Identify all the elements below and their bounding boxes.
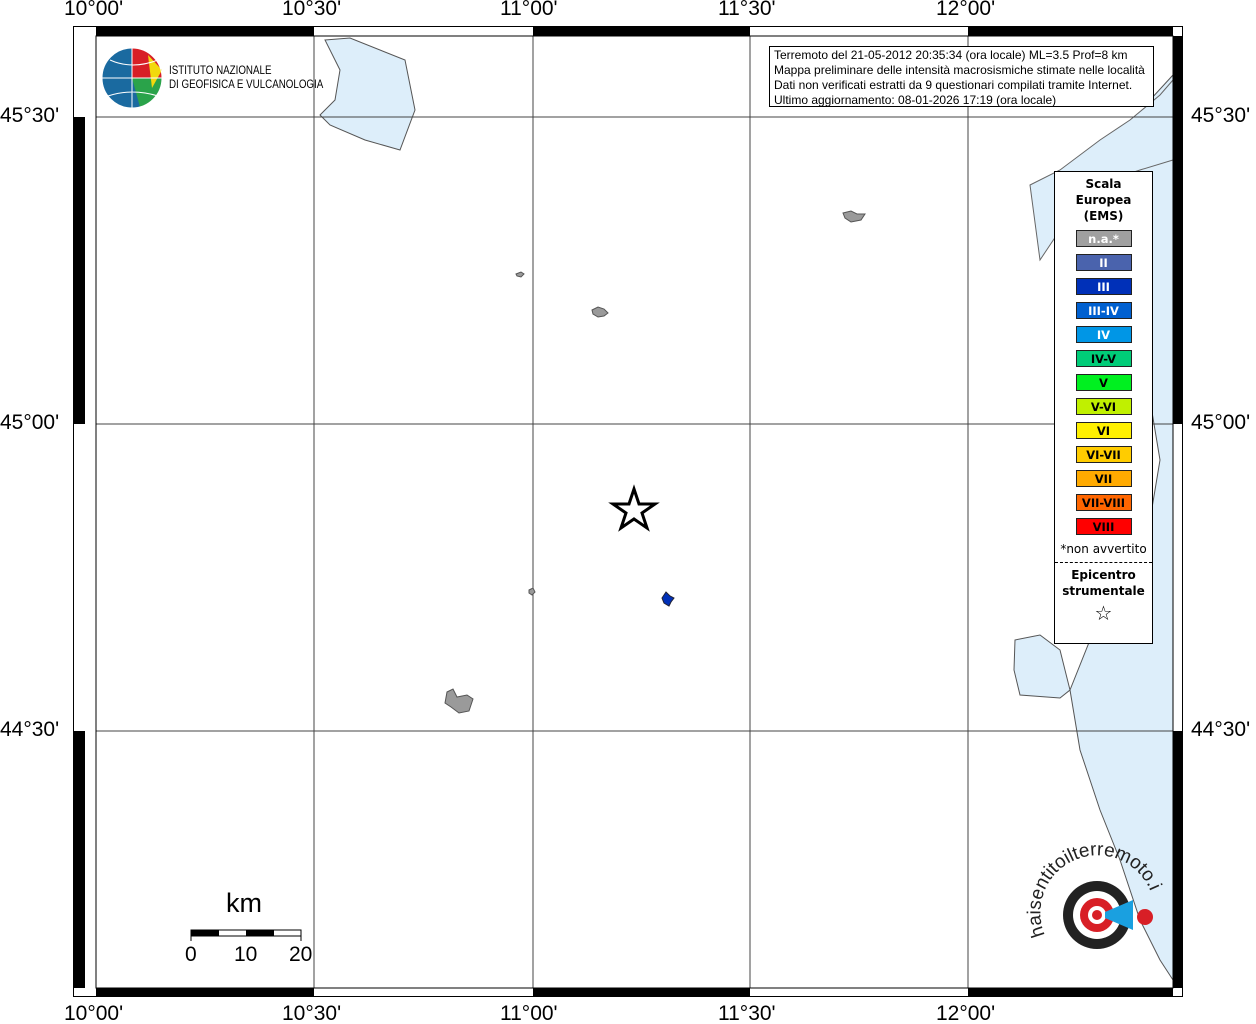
ingv-logo-icon (101, 47, 163, 109)
info-line: Dati non verificati estratti da 9 questi… (774, 78, 1133, 92)
legend-item: VII (1075, 470, 1132, 487)
legend: Scala Europea (EMS) n.a.* II III III-IV IV IV… (1054, 171, 1153, 644)
lat-label: 44°30' (1191, 718, 1251, 741)
legend-item: V (1075, 374, 1132, 391)
scale-tick: 20 (289, 943, 313, 966)
legend-item: IV-V (1075, 350, 1132, 367)
locality-na (515, 271, 525, 278)
lon-label: 10°00' (64, 1002, 124, 1024)
lon-label: 10°00' (64, 0, 124, 20)
lagoon-comacchio (1013, 634, 1071, 699)
legend-epicenter-label: Epicentro strumentale (1055, 567, 1152, 599)
legend-item: IV (1075, 326, 1132, 343)
locality-na (591, 306, 609, 318)
scale-tick: 10 (234, 943, 258, 966)
lat-label: 45°30' (1191, 104, 1251, 127)
locality-intensity-iii (661, 591, 675, 607)
legend-divider (1055, 562, 1152, 563)
logo-line: DI GEOFISICA E VULCANOLOGIA (169, 79, 324, 91)
lon-label: 10°30' (282, 0, 342, 20)
lat-label: 45°00' (0, 411, 60, 434)
legend-epi-line: Epicentro (1071, 568, 1136, 582)
lon-label: 11°00' (500, 1002, 558, 1024)
lon-label: 12°00' (936, 1002, 996, 1024)
legend-epi-line: strumentale (1062, 584, 1145, 598)
info-line: Mappa preliminare delle intensità macros… (774, 63, 1145, 77)
lake-garda (319, 37, 416, 151)
graticule (96, 36, 1173, 988)
lon-label: 11°30' (718, 1002, 776, 1024)
lat-label: 45°00' (1191, 411, 1251, 434)
haisentito-logo-icon: haisentitoilterremoto.it (0, 0, 1165, 949)
epicenter-star-icon (608, 484, 660, 532)
legend-item: V-VI (1075, 398, 1132, 415)
legend-note: *non avvertito (1060, 542, 1147, 556)
lat-label: 45°30' (0, 104, 60, 127)
legend-item: n.a.* (1075, 230, 1132, 247)
legend-item: VII-VIII (1075, 494, 1132, 511)
legend-title-line: Scala (1085, 177, 1122, 191)
legend-star-icon: ☆ (1094, 601, 1113, 625)
info-line: Terremoto del 21-05-2012 20:35:34 (ora l… (774, 48, 1128, 62)
lon-label: 12°00' (936, 0, 996, 20)
locality-na (842, 210, 866, 223)
locality-na (528, 587, 536, 596)
legend-title: Scala Europea (EMS) (1055, 176, 1152, 224)
scale-bar (190, 929, 302, 941)
legend-item: VIII (1075, 518, 1132, 535)
info-line: Ultimo aggiornamento: 08-01-2026 17:19 (… (774, 93, 1057, 107)
lon-label: 11°30' (718, 0, 776, 20)
lon-label: 10°30' (282, 1002, 342, 1024)
legend-item: II (1075, 254, 1132, 271)
legend-title-line: Europea (1075, 193, 1132, 207)
frame-bars (74, 27, 1182, 997)
legend-title-line: (EMS) (1083, 209, 1124, 223)
ingv-logo-text: ISTITUTO NAZIONALE DI GEOFISICA E VULCAN… (169, 64, 323, 92)
locality-na (444, 688, 474, 714)
scale-unit: km (226, 888, 262, 918)
svg-text:haisentitoilterremoto.it: haisentitoilterremoto.it (0, 0, 1165, 940)
legend-item: III (1075, 278, 1132, 295)
lat-label: 44°30' (0, 718, 60, 741)
scale-tick: 0 (185, 943, 197, 966)
legend-item: VI-VII (1075, 446, 1132, 463)
legend-item: III-IV (1075, 302, 1132, 319)
legend-item: VI (1075, 422, 1132, 439)
info-box: Terremoto del 21-05-2012 20:35:34 (ora l… (769, 46, 1154, 107)
logo-line: ISTITUTO NAZIONALE (169, 65, 272, 77)
legend-items: n.a.* II III III-IV IV IV-V V V-VI VI VI-VII VII VI… (1055, 230, 1152, 535)
lon-label: 11°00' (500, 0, 558, 20)
